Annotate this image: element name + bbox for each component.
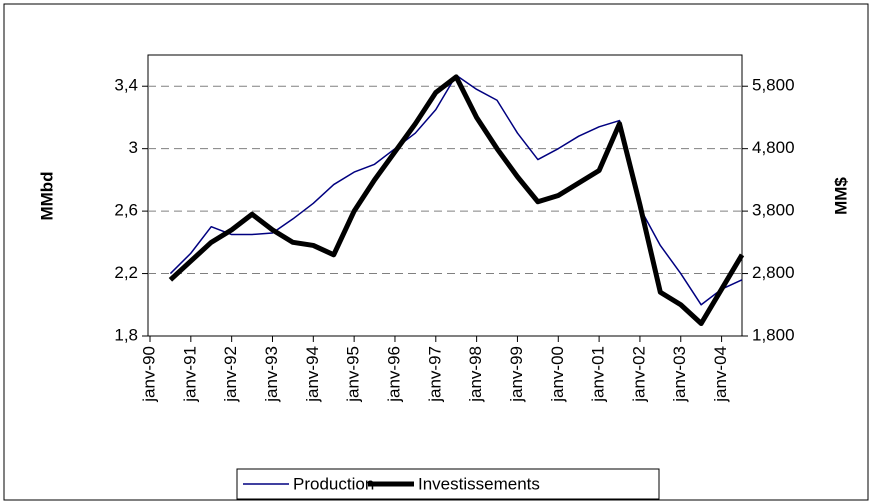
y2-tick-label: 1,800 — [752, 325, 795, 344]
x-tick-label: janv-91 — [180, 346, 199, 403]
y2-tick-label: 5,800 — [752, 76, 795, 95]
series-line — [168, 74, 745, 327]
x-tick-label: janv-93 — [262, 346, 281, 403]
y2-tick-label: 3,800 — [752, 201, 795, 220]
x-tick-label: janv-00 — [548, 346, 567, 403]
x-tick-label: janv-95 — [344, 346, 363, 403]
y-tick-label: 1,8 — [114, 325, 138, 344]
x-tick-label: janv-90 — [139, 346, 158, 403]
legend-box — [236, 468, 660, 500]
y2-axis-label: MM$ — [831, 177, 850, 215]
y-tick-label: 3 — [129, 138, 138, 157]
x-tick-label: janv-03 — [670, 346, 689, 403]
x-tick-label: janv-96 — [384, 346, 403, 403]
x-tick-label: janv-98 — [466, 346, 485, 403]
x-tick-label: janv-92 — [221, 346, 240, 403]
plot-area — [147, 54, 743, 337]
legend-label: Production — [293, 474, 374, 493]
x-tick-label: janv-94 — [303, 346, 322, 403]
y-tick-label: 2,2 — [114, 263, 138, 282]
legend-label: Investissements — [418, 474, 540, 493]
x-tick-label: janv-01 — [589, 346, 608, 403]
x-tick-label: janv-04 — [711, 346, 730, 403]
y2-tick-label: 2,800 — [752, 263, 795, 282]
x-tick-label: janv-99 — [507, 346, 526, 403]
y-tick-label: 3,4 — [114, 76, 138, 95]
x-tick-label: janv-97 — [425, 346, 444, 403]
y2-tick-label: 4,800 — [752, 138, 795, 157]
x-tick-label: janv-02 — [629, 346, 648, 403]
y-axis-label: MMbd — [37, 171, 56, 220]
y-tick-label: 2,6 — [114, 201, 138, 220]
